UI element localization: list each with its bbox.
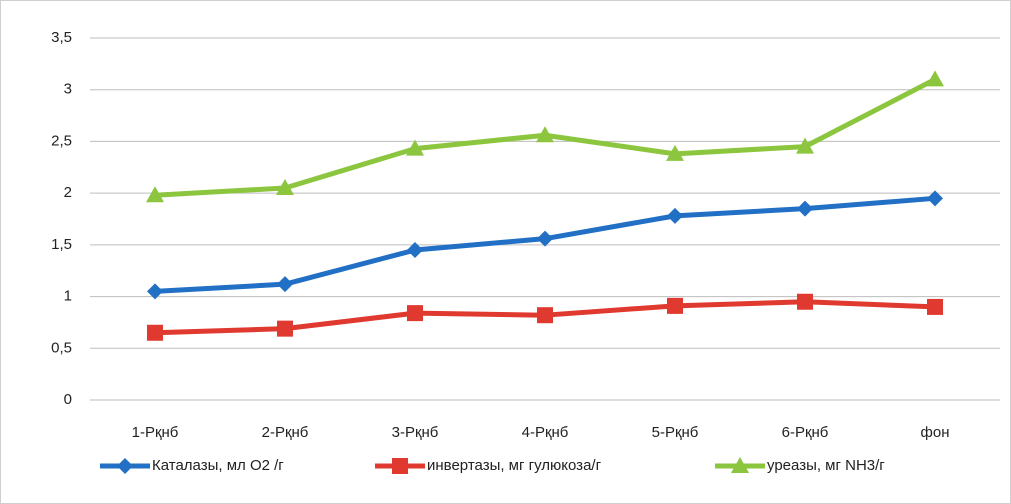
marker <box>536 126 554 143</box>
marker <box>667 207 683 224</box>
x-tick-label: 3-Рқнб <box>392 424 439 441</box>
marker <box>276 178 294 195</box>
marker <box>666 144 684 161</box>
marker <box>277 276 293 293</box>
marker <box>147 283 163 300</box>
y-tick-label: 3 <box>64 81 72 98</box>
y-tick-label: 0 <box>64 391 72 408</box>
x-tick-label: 5-Рқнб <box>652 424 699 441</box>
x-tick-label: 1-Рқнб <box>132 424 179 441</box>
x-tick-label: фон <box>921 424 950 441</box>
marker <box>926 70 944 87</box>
legend-label: Каталазы, мл О2 /г <box>152 457 284 474</box>
y-tick-label: 2 <box>64 184 72 201</box>
marker <box>407 242 423 259</box>
marker <box>277 320 293 337</box>
marker <box>406 139 424 156</box>
legend-label: уреазы, мг NH3/г <box>767 457 885 474</box>
marker <box>927 190 943 207</box>
legend-marker <box>117 458 133 474</box>
y-tick-label: 1 <box>64 288 72 305</box>
x-tick-label: 4-Рқнб <box>522 424 569 441</box>
marker <box>147 324 163 341</box>
marker <box>927 298 943 315</box>
marker <box>537 230 553 247</box>
marker <box>797 200 813 217</box>
marker <box>796 137 814 154</box>
legend-marker <box>392 458 408 474</box>
legend-label: инвертазы, мг гулюкоза/г <box>427 457 602 474</box>
y-tick-label: 1,5 <box>51 236 72 253</box>
y-tick-label: 3,5 <box>51 29 72 46</box>
x-tick-label: 6-Рқнб <box>782 424 829 441</box>
x-tick-label: 2-Рқнб <box>262 424 309 441</box>
marker <box>537 307 553 324</box>
marker <box>667 297 683 314</box>
y-tick-label: 0,5 <box>51 339 72 356</box>
marker <box>407 305 423 322</box>
marker <box>146 186 164 203</box>
marker <box>797 293 813 310</box>
legend-marker <box>731 457 749 473</box>
y-tick-label: 2,5 <box>51 132 72 149</box>
